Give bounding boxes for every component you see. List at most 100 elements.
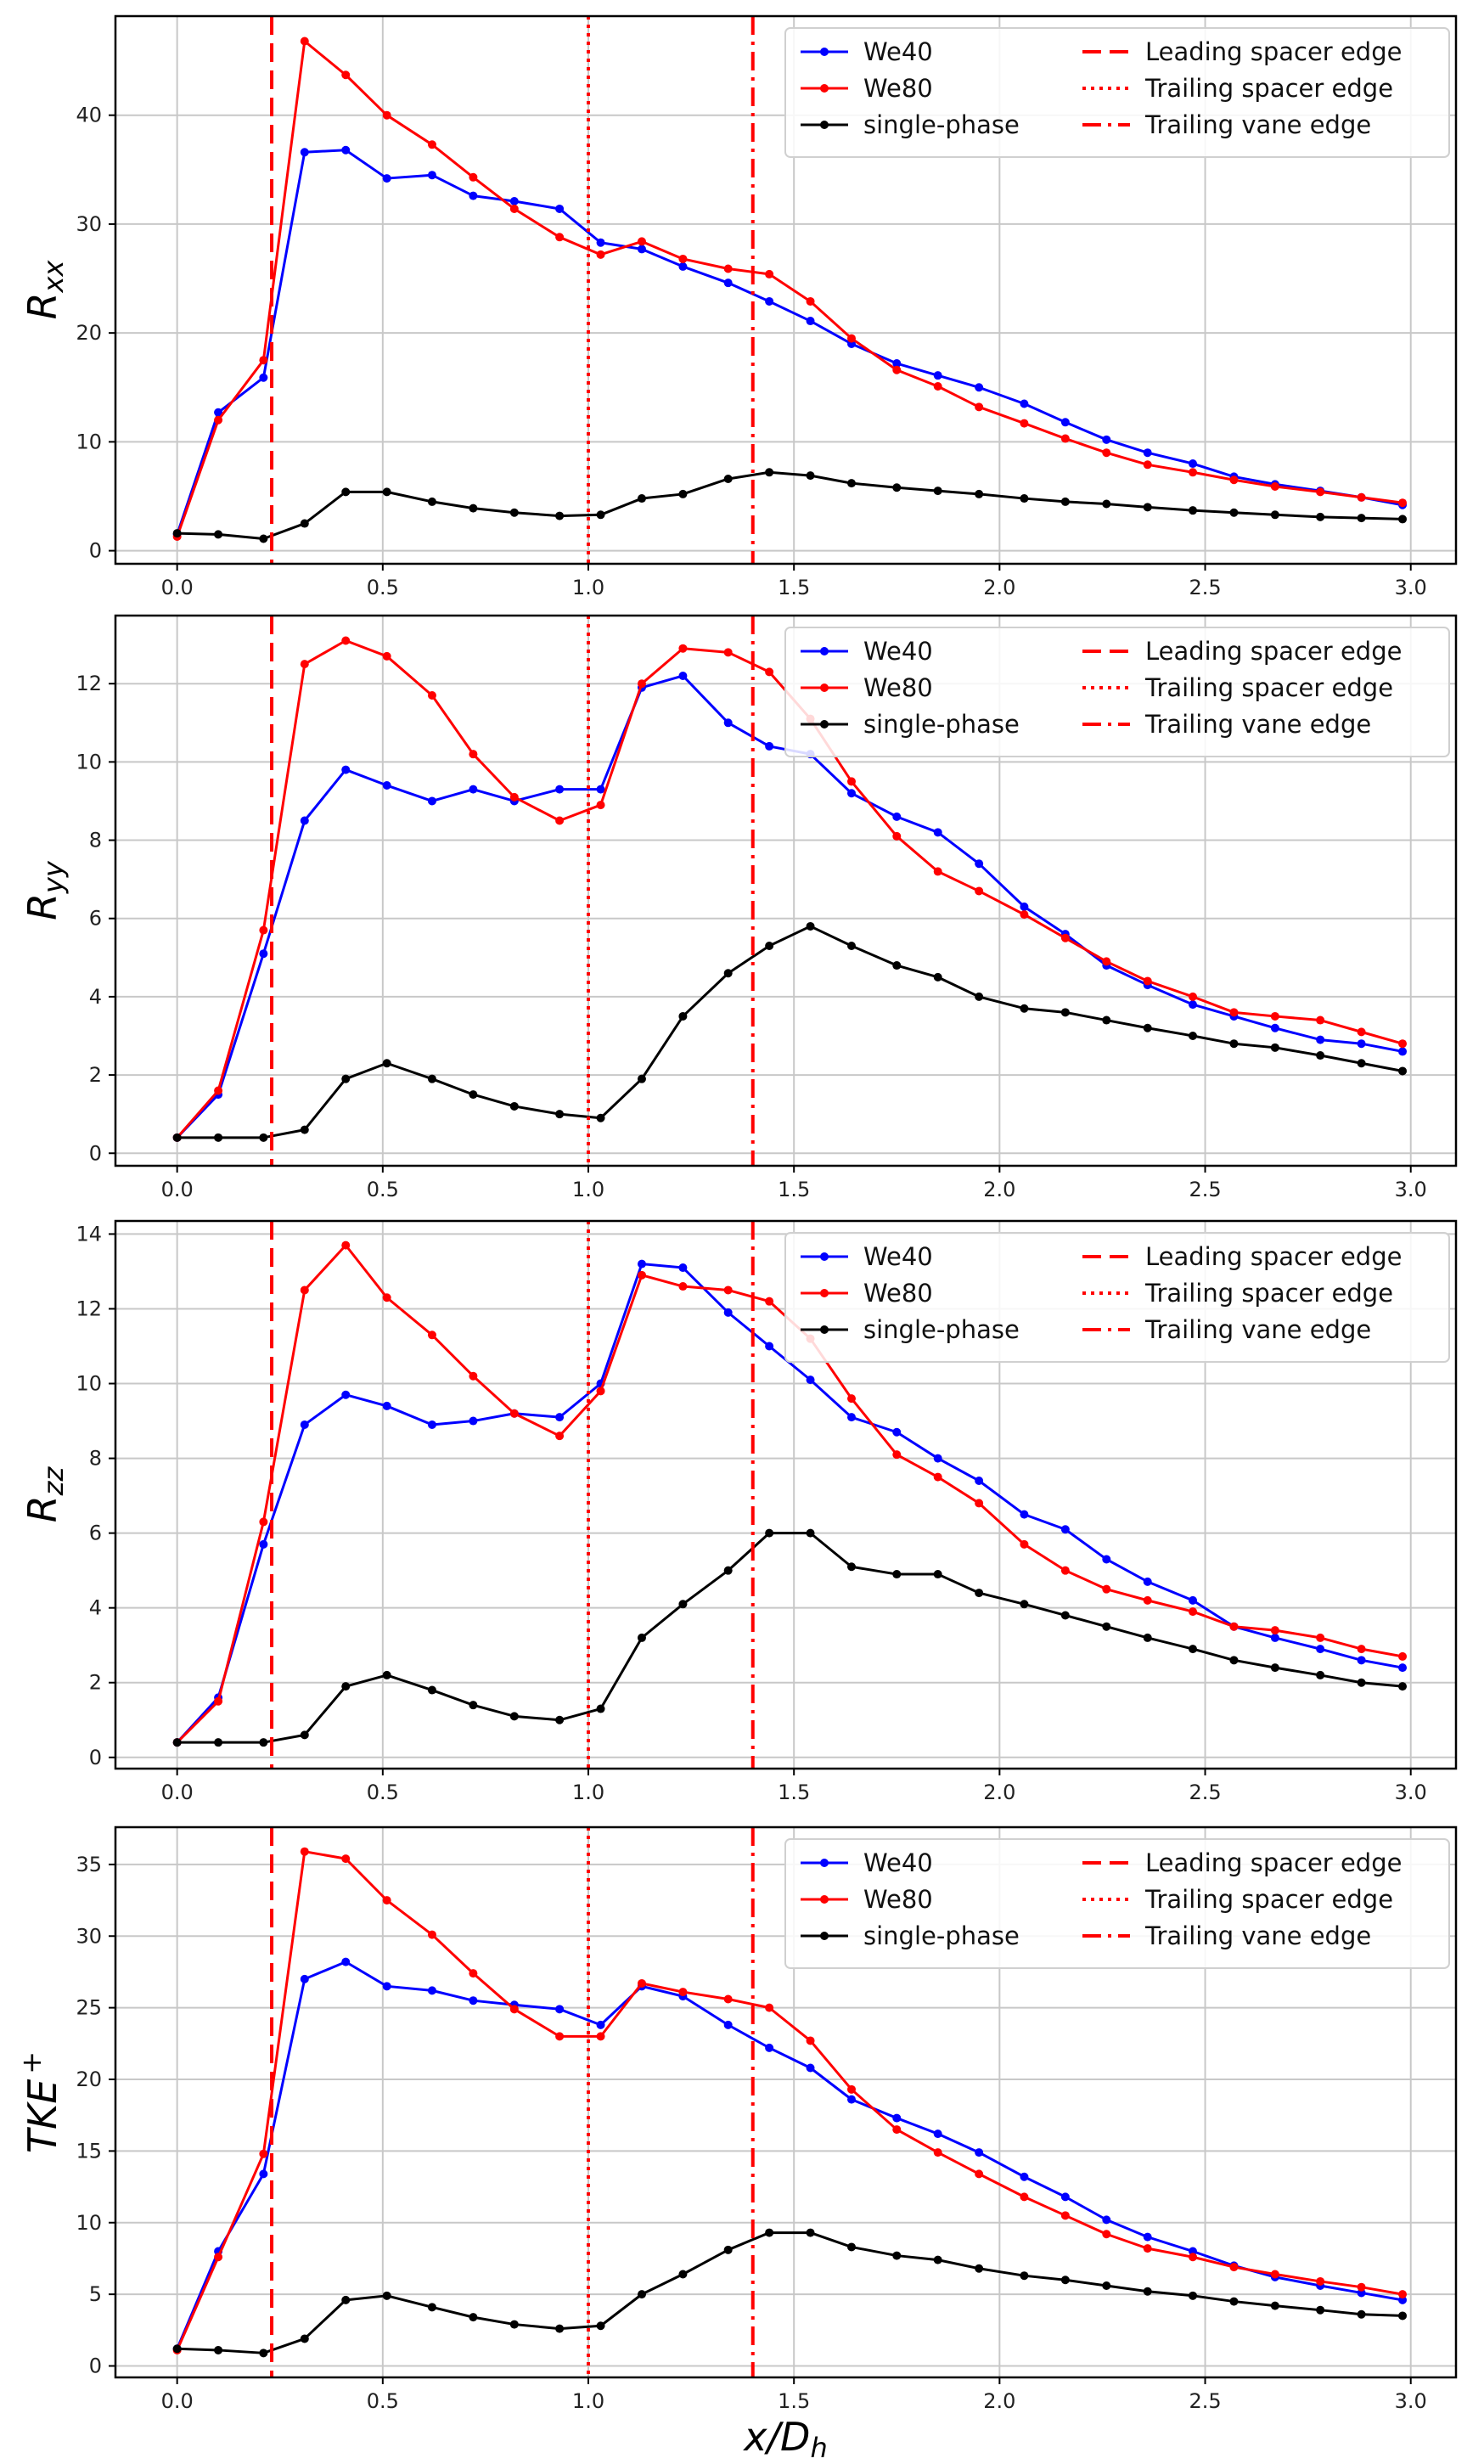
data-point <box>1357 492 1366 502</box>
data-point <box>1189 1607 1198 1617</box>
data-point <box>678 1988 688 1997</box>
data-point <box>1020 902 1029 911</box>
data-point <box>975 1589 984 1598</box>
data-point <box>469 1969 478 1978</box>
data-point <box>1060 497 1070 506</box>
data-point <box>214 408 223 417</box>
data-point <box>933 1454 942 1463</box>
data-point <box>975 489 984 498</box>
data-point <box>975 2169 984 2179</box>
data-point <box>1143 2287 1152 2296</box>
data-point <box>1143 1023 1152 1032</box>
data-point <box>1020 1510 1029 1519</box>
x-tick-label: 2.0 <box>983 1178 1015 1201</box>
data-point <box>1060 434 1070 443</box>
y-axis-label-main: TKE <box>20 2079 65 2153</box>
legend: We40 We80 single-phase Leading spacer edge T… <box>784 627 1450 757</box>
legend-marker <box>820 720 829 729</box>
legend-label: Trailing spacer edge <box>1144 74 1393 103</box>
data-point <box>596 1704 605 1713</box>
x-tick-label: 3.0 <box>1395 2389 1427 2413</box>
data-point <box>382 1896 391 1905</box>
data-point <box>723 2245 733 2254</box>
data-point <box>555 204 565 213</box>
data-point <box>846 789 856 798</box>
data-point <box>678 254 688 263</box>
data-point <box>637 2290 646 2299</box>
data-point <box>1270 1023 1279 1032</box>
data-point <box>469 1090 478 1100</box>
legend-label: Trailing vane edge <box>1144 710 1371 739</box>
axes-frame <box>114 1219 1458 1770</box>
data-point <box>1102 499 1111 509</box>
data-point <box>596 2321 605 2331</box>
legend-marker <box>820 84 829 93</box>
data-point <box>1357 1656 1366 1665</box>
x-tick-label: 2.0 <box>983 576 1015 599</box>
subplot-1: 0.0 0.5 1.0 1.5 2.0 2.5 3.0 0 10 20 30 40 We40 We80 si… <box>20 14 1458 599</box>
data-point <box>596 510 605 520</box>
x-tick-label: 1.0 <box>572 576 604 599</box>
data-point <box>341 1390 351 1399</box>
legend-box <box>784 627 1450 757</box>
data-point <box>637 1074 646 1083</box>
data-point <box>1102 1015 1111 1025</box>
data-point <box>765 2003 774 2012</box>
data-point <box>1316 2305 1325 2315</box>
data-point <box>1143 1633 1152 1642</box>
data-point <box>1102 2230 1111 2239</box>
x-tick-label: 1.5 <box>778 2389 810 2413</box>
legend-label: We80 <box>863 673 933 702</box>
data-point <box>1143 2244 1152 2253</box>
data-point <box>892 1450 902 1460</box>
legend-label: Trailing spacer edge <box>1144 673 1393 702</box>
data-point <box>846 2084 856 2094</box>
data-point <box>765 1297 774 1306</box>
legend-box <box>784 1232 1450 1363</box>
data-point <box>933 371 942 380</box>
data-point <box>427 497 436 506</box>
data-point <box>1316 1035 1325 1044</box>
data-point <box>509 1409 519 1418</box>
data-point <box>1270 1633 1279 1642</box>
data-point <box>259 2149 268 2158</box>
data-point <box>846 334 856 343</box>
data-point <box>1316 487 1325 497</box>
y-tick-label: 35 <box>76 1853 102 1876</box>
data-point <box>214 530 223 539</box>
data-point <box>469 785 478 794</box>
data-point <box>678 1263 688 1273</box>
y-axis-label-sub: xx <box>37 260 70 294</box>
data-point <box>723 1285 733 1295</box>
data-point <box>341 1957 351 1966</box>
data-point <box>509 2005 519 2014</box>
x-tick-label: 2.0 <box>983 2389 1015 2413</box>
x-tick-label: 1.0 <box>572 1780 604 1804</box>
data-point <box>1189 992 1198 1001</box>
legend: We40 We80 single-phase Leading spacer edge T… <box>784 1232 1450 1363</box>
data-point <box>1020 494 1029 503</box>
data-point <box>678 489 688 498</box>
data-point <box>1189 459 1198 469</box>
data-point <box>892 483 902 492</box>
data-point <box>1357 1027 1366 1037</box>
data-point <box>596 785 605 794</box>
data-point <box>723 474 733 483</box>
data-point <box>341 145 351 155</box>
legend-label: Trailing vane edge <box>1144 1921 1371 1950</box>
data-point <box>1316 1645 1325 1654</box>
legend-label: Trailing spacer edge <box>1144 1885 1393 1914</box>
data-point <box>678 644 688 653</box>
data-point <box>806 1528 815 1538</box>
y-axis-label: Rxx <box>20 260 70 320</box>
data-point <box>765 468 774 477</box>
data-point <box>933 2148 942 2157</box>
data-point <box>806 2228 815 2237</box>
data-point <box>427 140 436 149</box>
data-point <box>469 1371 478 1381</box>
data-point <box>1060 1008 1070 1017</box>
data-point <box>1270 481 1279 491</box>
data-point <box>723 648 733 657</box>
y-tick-label: 20 <box>76 321 102 345</box>
y-axis-label-main: R <box>20 893 65 920</box>
